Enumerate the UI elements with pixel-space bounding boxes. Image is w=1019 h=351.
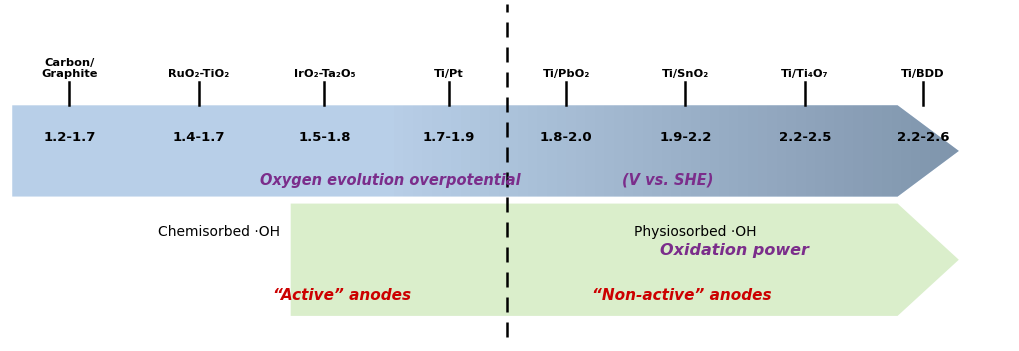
Text: Ti/SnO₂: Ti/SnO₂ bbox=[661, 69, 708, 79]
Bar bbox=[795, 105, 805, 197]
Text: Ti/Ti₄O₇: Ti/Ti₄O₇ bbox=[781, 69, 827, 79]
Bar bbox=[479, 105, 489, 197]
Bar bbox=[594, 105, 604, 197]
Bar bbox=[766, 105, 776, 197]
Bar bbox=[527, 105, 537, 197]
Bar bbox=[681, 105, 690, 197]
Bar bbox=[604, 105, 613, 197]
Bar bbox=[747, 105, 757, 197]
Polygon shape bbox=[12, 105, 958, 197]
Bar bbox=[518, 105, 527, 197]
Text: Oxygen evolution overpotential: Oxygen evolution overpotential bbox=[260, 173, 521, 188]
Text: 1.5-1.8: 1.5-1.8 bbox=[298, 131, 351, 144]
Bar bbox=[508, 105, 518, 197]
Bar bbox=[690, 105, 699, 197]
Bar bbox=[786, 105, 795, 197]
Bar bbox=[498, 105, 508, 197]
Bar bbox=[651, 105, 661, 197]
Bar bbox=[834, 105, 843, 197]
Text: “Non-active” anodes: “Non-active” anodes bbox=[591, 288, 770, 303]
Bar bbox=[441, 105, 450, 197]
Text: 2.2-2.5: 2.2-2.5 bbox=[777, 131, 830, 144]
Text: 1.8-2.0: 1.8-2.0 bbox=[539, 131, 592, 144]
Bar bbox=[546, 105, 556, 197]
Bar bbox=[422, 105, 432, 197]
Bar bbox=[843, 105, 853, 197]
Bar bbox=[393, 105, 403, 197]
Bar bbox=[613, 105, 623, 197]
Bar bbox=[881, 105, 891, 197]
Bar bbox=[776, 105, 786, 197]
Bar bbox=[642, 105, 651, 197]
Bar bbox=[824, 105, 834, 197]
Bar bbox=[853, 105, 862, 197]
Text: “Active” anodes: “Active” anodes bbox=[272, 288, 411, 303]
Bar bbox=[671, 105, 681, 197]
Text: (V vs. SHE): (V vs. SHE) bbox=[622, 173, 713, 188]
Text: 1.2-1.7: 1.2-1.7 bbox=[43, 131, 96, 144]
Bar bbox=[661, 105, 671, 197]
Bar bbox=[901, 105, 910, 197]
Text: Chemisorbed ·OH: Chemisorbed ·OH bbox=[158, 225, 280, 239]
Bar bbox=[814, 105, 824, 197]
Text: 1.4-1.7: 1.4-1.7 bbox=[172, 131, 225, 144]
Bar bbox=[450, 105, 461, 197]
Bar bbox=[575, 105, 585, 197]
Text: RuO₂-TiO₂: RuO₂-TiO₂ bbox=[168, 69, 229, 79]
Bar bbox=[489, 105, 498, 197]
Polygon shape bbox=[290, 204, 958, 316]
Bar bbox=[633, 105, 642, 197]
Bar bbox=[709, 105, 718, 197]
Text: Carbon/
Graphite: Carbon/ Graphite bbox=[41, 58, 98, 79]
Bar bbox=[623, 105, 633, 197]
Bar bbox=[384, 105, 393, 197]
Bar bbox=[891, 105, 901, 197]
Bar bbox=[470, 105, 479, 197]
Bar bbox=[929, 105, 938, 197]
Text: 1.7-1.9: 1.7-1.9 bbox=[422, 131, 475, 144]
Bar bbox=[537, 105, 546, 197]
Bar bbox=[699, 105, 709, 197]
Text: Oxidation power: Oxidation power bbox=[659, 243, 808, 258]
Bar bbox=[461, 105, 470, 197]
Bar bbox=[413, 105, 422, 197]
Text: Ti/BDD: Ti/BDD bbox=[901, 69, 944, 79]
Bar bbox=[757, 105, 766, 197]
Bar bbox=[403, 105, 413, 197]
Text: Ti/Pt: Ti/Pt bbox=[433, 69, 464, 79]
Bar bbox=[432, 105, 441, 197]
Text: 2.2-2.6: 2.2-2.6 bbox=[896, 131, 949, 144]
Bar bbox=[805, 105, 814, 197]
Text: 1.9-2.2: 1.9-2.2 bbox=[658, 131, 711, 144]
Bar bbox=[738, 105, 747, 197]
Bar bbox=[910, 105, 919, 197]
Bar bbox=[718, 105, 729, 197]
Text: Ti/PbO₂: Ti/PbO₂ bbox=[542, 69, 589, 79]
Bar bbox=[862, 105, 871, 197]
Bar bbox=[871, 105, 881, 197]
Bar bbox=[729, 105, 738, 197]
Bar bbox=[556, 105, 566, 197]
Bar bbox=[919, 105, 929, 197]
Bar bbox=[585, 105, 594, 197]
Bar bbox=[566, 105, 575, 197]
Text: IrO₂-Ta₂O₅: IrO₂-Ta₂O₅ bbox=[293, 69, 355, 79]
Bar bbox=[949, 105, 958, 197]
Text: Physiosorbed ·OH: Physiosorbed ·OH bbox=[634, 225, 756, 239]
Bar bbox=[938, 105, 949, 197]
